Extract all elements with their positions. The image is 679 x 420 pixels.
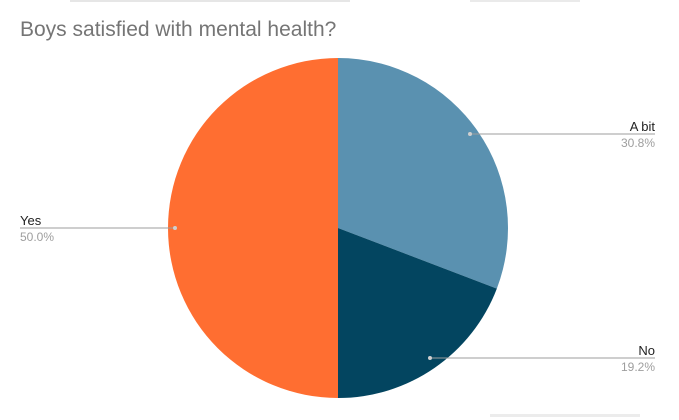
slice-percent-a-bit: 30.8% [621,136,655,150]
bottom-divider [490,414,640,417]
pie-labels: A bit 30.8% No 19.2% Yes 50.0% [20,119,655,374]
pie-slice-a-bit [338,58,508,289]
chart-title: Boys satisfied with mental health? [20,18,337,41]
slice-label-yes: Yes [20,213,42,228]
slice-label-a-bit: A bit [630,119,656,134]
callout-dot-a-bit [468,132,472,136]
slice-percent-no: 19.2% [621,360,655,374]
pie-slices [168,58,508,398]
callout-dot-yes [173,226,177,230]
pie-slice-yes [168,58,338,398]
top-divider-secondary [470,0,580,2]
slice-percent-yes: 50.0% [20,230,54,244]
slice-label-no: No [638,343,655,358]
pie-slice-no [338,228,497,398]
top-divider [70,0,350,2]
callout-dot-no [428,356,432,360]
